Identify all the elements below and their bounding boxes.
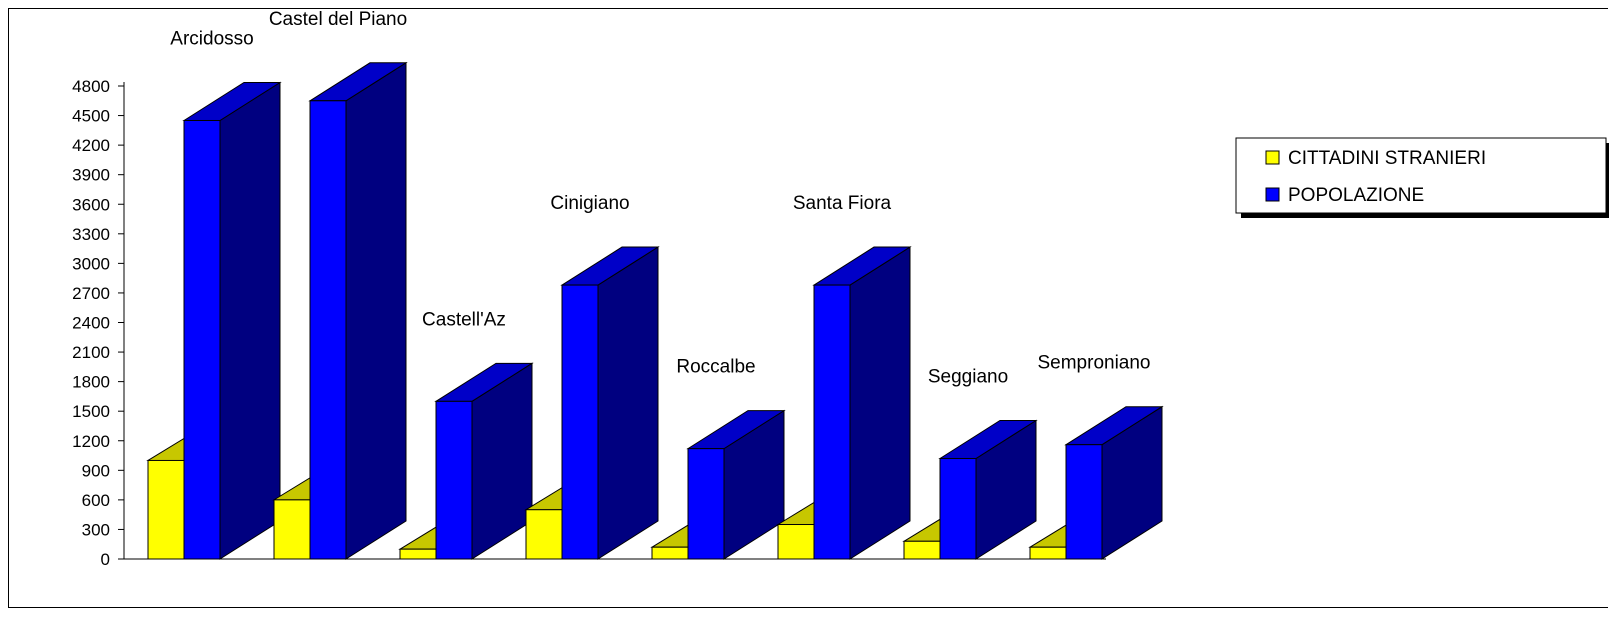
y-tick-label: 1500	[72, 402, 110, 421]
bar-popolazione	[560, 246, 660, 560]
bar-stranieri-front	[399, 548, 437, 560]
y-tick-label: 600	[82, 491, 110, 510]
legend-swatch-stranieri	[1265, 150, 1280, 165]
y-tick-label: 3600	[72, 195, 110, 214]
bar-popolazione-front	[309, 100, 347, 560]
category-label: Santa Fiora	[793, 193, 892, 214]
y-tick-label: 3900	[72, 166, 110, 185]
legend: CITTADINI STRANIERI POPOLAZIONE	[1235, 137, 1609, 218]
category-label: Castel del Piano	[269, 9, 407, 30]
category-label: Seggiano	[928, 366, 1008, 387]
category-label: Arcidosso	[170, 28, 253, 49]
bar-stranieri-front	[651, 546, 689, 560]
bar-popolazione-side	[219, 81, 281, 560]
y-axis: 0 300 600 900 1200 1500 1800 2100 2400 2700 3000 33…	[72, 77, 1106, 569]
y-tick-label: 3000	[72, 254, 110, 273]
bar-popolazione-front	[939, 457, 977, 560]
y-tick-label: 2700	[72, 284, 110, 303]
bar-stranieri-front	[147, 459, 185, 560]
y-tick-label: 2400	[72, 314, 110, 333]
y-tick-label: 1200	[72, 432, 110, 451]
bar-stranieri-front	[1029, 546, 1067, 560]
bar-popolazione-side	[597, 246, 659, 560]
legend-box	[1235, 137, 1607, 214]
bar-stranieri-front	[903, 540, 941, 560]
bar-popolazione-front	[561, 284, 599, 560]
bar-popolazione	[1064, 405, 1164, 560]
bar-popolazione	[308, 61, 408, 560]
bar-popolazione	[686, 409, 786, 560]
bar-stranieri-front	[273, 499, 311, 560]
legend-label-popolazione: POPOLAZIONE	[1288, 185, 1424, 206]
bars	[146, 61, 1164, 560]
y-tick-label: 4800	[72, 77, 110, 96]
y-tick-label: 900	[82, 461, 110, 480]
y-tick-label: 3300	[72, 225, 110, 244]
bar-popolazione-front	[687, 448, 725, 560]
bar-popolazione-front	[813, 284, 851, 560]
y-tick-label: 4500	[72, 107, 110, 126]
bar-popolazione	[812, 246, 912, 560]
bar-stranieri-front	[777, 524, 815, 560]
bar-stranieri-front	[525, 509, 563, 560]
legend-swatch-popolazione	[1265, 187, 1280, 202]
category-label: Roccalbe	[676, 357, 755, 378]
y-tick-label: 1800	[72, 373, 110, 392]
bar-popolazione	[938, 419, 1038, 560]
category-label: Cinigiano	[550, 193, 629, 214]
y-tick-label: 2100	[72, 343, 110, 362]
legend-label-stranieri: CITTADINI STRANIERI	[1288, 148, 1486, 169]
y-tick-label: 0	[101, 550, 110, 569]
y-tick-label: 4200	[72, 136, 110, 155]
bar-popolazione-front	[183, 119, 221, 560]
bar-popolazione-side	[345, 61, 407, 560]
category-label: Semproniano	[1037, 353, 1150, 374]
bar-popolazione-front	[1065, 444, 1103, 560]
bar-popolazione-front	[435, 400, 473, 560]
bar-popolazione	[434, 362, 534, 560]
bar-popolazione	[182, 81, 282, 560]
category-label: Castell'Az	[422, 309, 506, 330]
bar-popolazione-side	[849, 246, 911, 560]
category-labels: Arcidosso Castel del Piano Castell'Az Cinig…	[170, 9, 1150, 388]
y-tick-label: 300	[82, 520, 110, 539]
